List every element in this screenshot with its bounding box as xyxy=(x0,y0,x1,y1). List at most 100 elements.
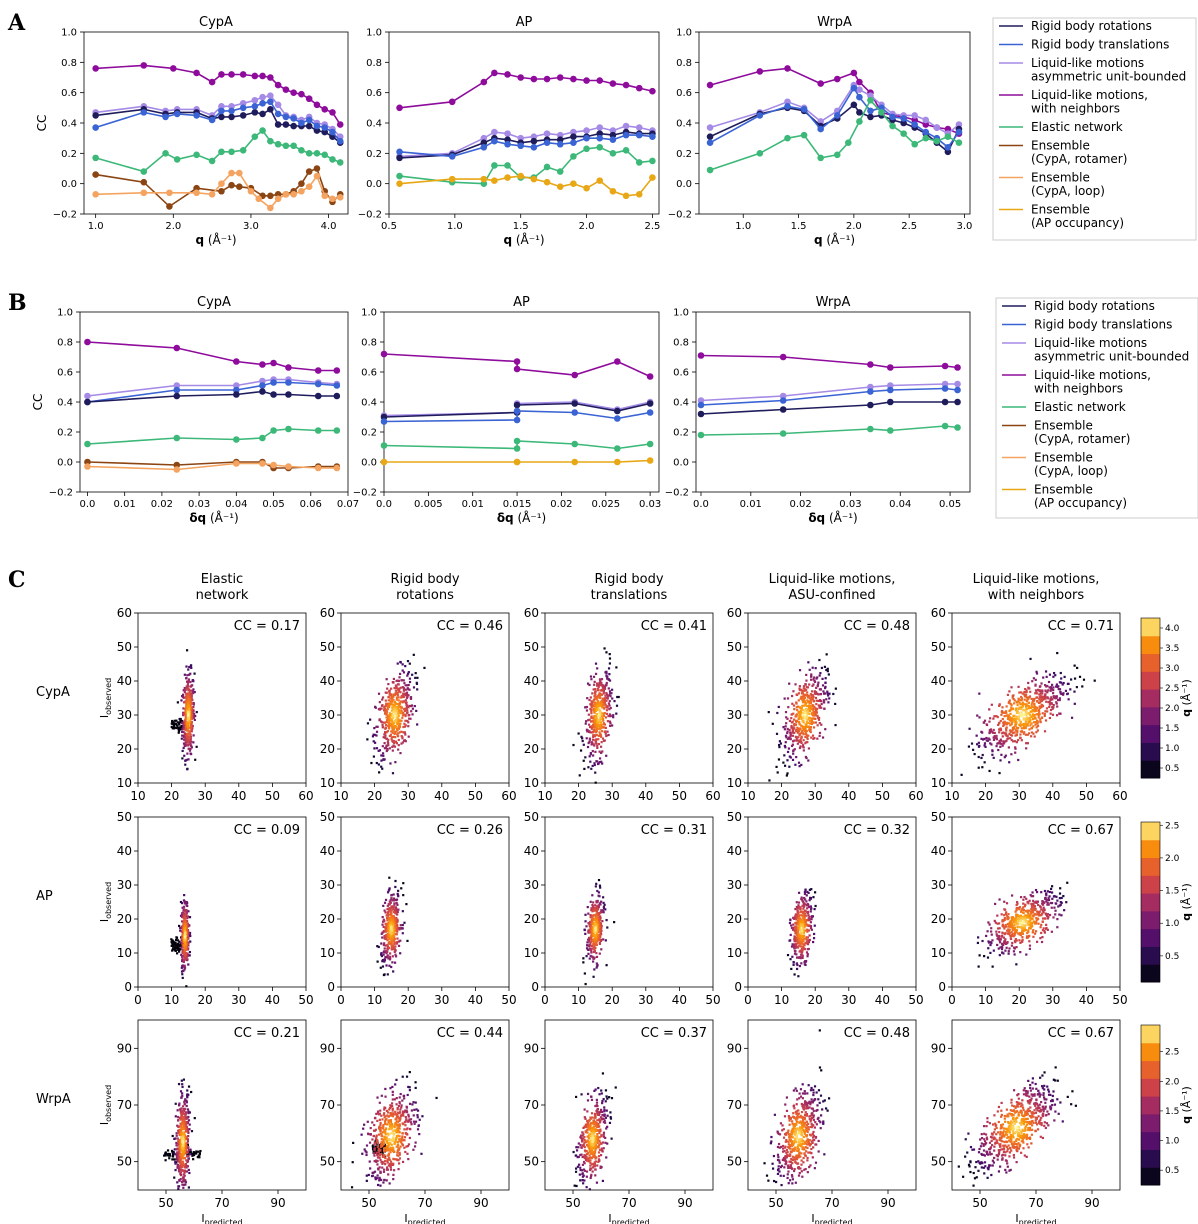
data-point-elastic xyxy=(305,150,313,157)
scatter-point xyxy=(978,692,981,695)
data-point-rotamer xyxy=(193,184,200,192)
data-point-trans xyxy=(706,139,714,147)
data-point-asu xyxy=(817,118,824,125)
y-tick-label: 60 xyxy=(931,606,946,620)
scatter-point xyxy=(410,710,413,713)
data-point-trans xyxy=(285,379,292,386)
scatter-point xyxy=(1024,705,1028,708)
colorbar-segment xyxy=(1141,689,1160,708)
scatter-point xyxy=(997,723,1000,727)
scatter-point xyxy=(586,697,589,700)
scatter-point xyxy=(783,697,786,700)
scatter-point xyxy=(189,703,192,706)
scatter-point xyxy=(810,722,814,726)
scatter-point xyxy=(398,676,401,679)
data-point-elastic xyxy=(380,442,388,449)
scatter-point xyxy=(390,897,393,900)
scatter-point xyxy=(810,915,813,918)
data-point-occ xyxy=(517,172,525,180)
scatter-point xyxy=(399,939,402,942)
scatter-point xyxy=(382,943,386,947)
scatter-point xyxy=(174,941,177,944)
scatter-point xyxy=(999,941,1002,944)
scatter-point xyxy=(999,719,1002,723)
scatter-point xyxy=(803,728,806,731)
scatter-point xyxy=(1028,947,1031,950)
scatter-point xyxy=(401,714,405,717)
scatter-point xyxy=(810,697,813,701)
scatter-point xyxy=(184,717,188,720)
scatter-point xyxy=(806,942,809,945)
data-point-elastic xyxy=(867,425,874,433)
data-point-elastic xyxy=(162,150,169,157)
scatter-point xyxy=(377,945,380,949)
x-tick-label: 40 xyxy=(434,789,449,803)
scatter-point xyxy=(187,668,190,671)
scatter-point xyxy=(594,771,597,774)
scatter-points xyxy=(376,876,409,977)
data-point-neigh xyxy=(329,109,336,116)
scatter-point xyxy=(590,715,593,718)
scatter-point xyxy=(800,731,803,735)
scatter-point xyxy=(799,697,802,700)
scatter-point xyxy=(818,734,821,737)
data-point-elastic xyxy=(911,140,918,148)
scatter-point xyxy=(1054,674,1057,677)
data-point-asu xyxy=(609,127,617,134)
data-point-asu xyxy=(267,92,274,99)
x-tick-label: 40 xyxy=(672,993,687,1007)
data-point-rot xyxy=(333,392,341,400)
legend-label: asymmetric unit-bounded xyxy=(1031,70,1186,84)
scatter-point xyxy=(811,666,814,669)
x-tick-label: 40 xyxy=(231,789,246,803)
scatter-point xyxy=(999,738,1002,741)
scatter-point xyxy=(996,934,999,937)
scatter-point xyxy=(1054,909,1057,912)
scatter-point xyxy=(1009,733,1012,737)
scatter-point xyxy=(960,773,963,776)
data-point-rot xyxy=(900,119,907,127)
data-point-rotamer xyxy=(313,165,321,172)
scatter-point xyxy=(800,929,803,933)
scatter-point xyxy=(195,745,198,748)
data-point-neigh xyxy=(480,78,488,86)
scatter-point xyxy=(595,966,598,969)
scatter-point xyxy=(1047,701,1050,704)
scatter-point xyxy=(1014,722,1018,725)
scatter-point xyxy=(411,713,414,716)
scatter-point xyxy=(1025,707,1028,710)
scatter-point xyxy=(397,748,400,751)
scatter-point xyxy=(594,939,597,943)
x-tick-label: 30 xyxy=(198,789,213,803)
scatter-point xyxy=(391,719,394,723)
scatter-point xyxy=(394,925,397,929)
scatter-point xyxy=(794,719,798,722)
scatter-point xyxy=(181,930,184,934)
scatter-point xyxy=(1049,702,1052,705)
scatter-point xyxy=(1069,678,1073,681)
scatter-point xyxy=(593,711,596,714)
data-point-elastic xyxy=(314,427,322,434)
scatter-point xyxy=(996,742,999,745)
scatter-point xyxy=(406,659,410,663)
scatter-point xyxy=(813,676,816,679)
scatter-point xyxy=(376,725,379,728)
scatter-point xyxy=(806,936,809,939)
scatter-point xyxy=(603,730,606,734)
data-point-neigh xyxy=(856,78,863,86)
scatter-point xyxy=(800,953,803,956)
scatter-point xyxy=(1024,725,1027,728)
y-tick-label: 10 xyxy=(931,776,946,790)
data-point-elastic xyxy=(504,162,511,169)
scatter-point xyxy=(188,740,192,744)
data-point-trans xyxy=(193,112,200,119)
data-point-rot xyxy=(239,112,247,119)
scatter-point xyxy=(799,924,803,927)
scatter-point xyxy=(807,905,810,909)
scatter-point xyxy=(589,948,593,951)
y-tick-label: 0.0 xyxy=(673,458,689,469)
x-tick-label: 0 xyxy=(337,993,345,1007)
scatter-point xyxy=(393,701,397,704)
scatter-point xyxy=(1076,666,1079,670)
